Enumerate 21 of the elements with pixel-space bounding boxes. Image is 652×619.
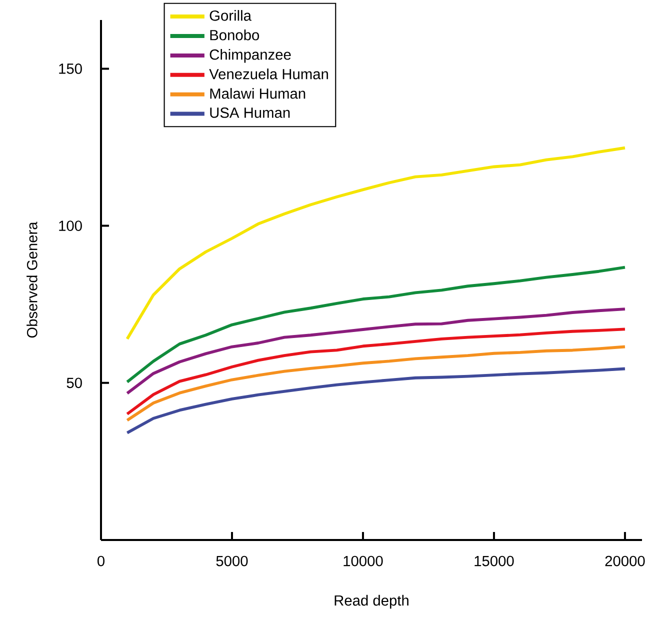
legend-label: USA Human [210, 108, 290, 118]
legend-label: Bonobo [210, 30, 260, 40]
x-axis-title: Read depth [334, 594, 408, 609]
x-tick-label: 20000 [605, 556, 645, 566]
line-series [126, 328, 626, 416]
legend-label: Chimpanzee [210, 49, 291, 63]
x-tick-label: 5000 [216, 556, 248, 566]
line-series [126, 345, 626, 422]
legend-label: Gorilla [210, 10, 252, 21]
y-tick-label: 50 [66, 378, 82, 388]
line-series [126, 146, 626, 340]
y-tick-label: 100 [59, 220, 82, 231]
x-tick-label: 15000 [474, 556, 514, 566]
y-tick-label: 150 [59, 64, 82, 74]
x-tick-label: 0 [97, 556, 104, 566]
line-series [126, 266, 626, 384]
y-axis-title: Observed Genera [26, 222, 38, 338]
legend-label: Venezuela Human [209, 68, 328, 80]
line-series [126, 308, 626, 395]
x-tick-label: 10000 [344, 556, 383, 566]
legend-label: Malawi Human [210, 88, 306, 99]
